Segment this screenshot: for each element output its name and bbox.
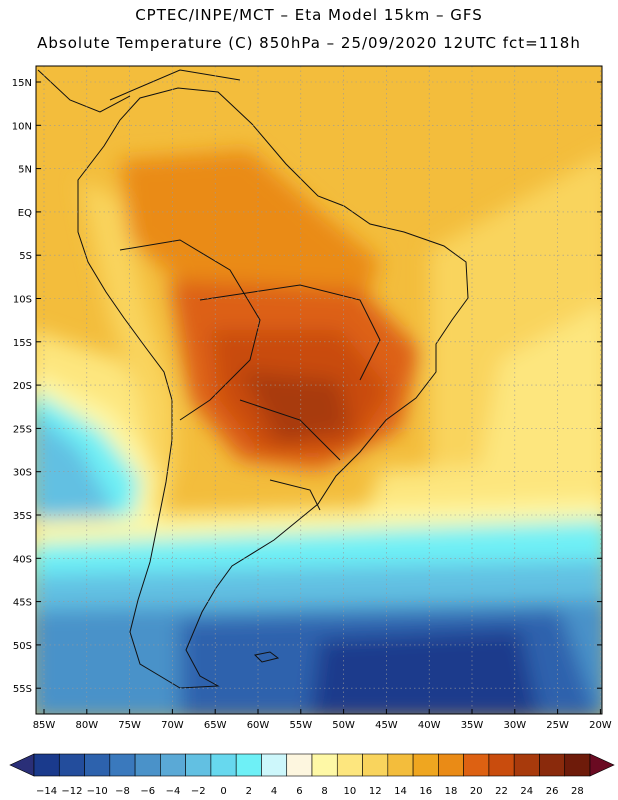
colorbar-swatch — [261, 753, 288, 777]
colorbar: −14 −12 −10 −8 −6 −4 −2 0 2 4 6 8 10 12 14 16 18 20 22 24 26… — [9, 753, 615, 797]
colorbar-swatch — [286, 753, 313, 777]
lon-label: 40W — [418, 720, 441, 731]
lat-label: 20S — [13, 381, 32, 392]
chart-title-field: Absolute Temperature (C) 850hPa – 25/09/… — [37, 34, 581, 52]
colorbar-label: −10 — [87, 786, 108, 797]
colorbar-label: 0 — [220, 786, 226, 797]
lat-label: 5N — [18, 165, 32, 176]
colorbar-label: −12 — [61, 786, 82, 797]
caribbean-coast — [109, 69, 241, 101]
axis-ticks: 15N 10N 5N EQ 5S 10S 15S 20S 25S 30S 35S 40S 45S 50S 5… — [12, 78, 612, 731]
coastlines — [37, 69, 469, 689]
central-america-outline — [37, 69, 131, 113]
colorbar-swatch — [33, 753, 60, 777]
south-america-outline — [77, 87, 469, 689]
lat-label: 55S — [13, 684, 32, 695]
field-south-neg14 — [310, 630, 539, 714]
colorbar-swatch — [160, 753, 186, 777]
colorbar-label: 10 — [344, 786, 357, 797]
colorbar-label: 24 — [520, 786, 533, 797]
colorbar-swatch — [134, 753, 161, 777]
lat-label: 35S — [13, 511, 32, 522]
lat-label: EQ — [18, 208, 32, 219]
colorbar-label: 20 — [470, 786, 483, 797]
colorbar-label: 16 — [419, 786, 432, 797]
colorbar-swatch — [84, 753, 111, 777]
lat-label: 40S — [13, 554, 32, 565]
field-east-12 — [480, 304, 602, 480]
field-core-24 — [240, 370, 350, 445]
border-paraguay — [239, 399, 341, 461]
colorbar-swatch — [513, 753, 540, 777]
field-shading — [36, 150, 602, 714]
colorbar-label: 8 — [321, 786, 327, 797]
lon-label: 35W — [461, 720, 484, 731]
border-andean — [119, 239, 261, 421]
border-uruguay — [269, 479, 321, 511]
colorbar-swatch — [362, 753, 389, 777]
lat-label: 10N — [12, 121, 32, 132]
colorbar-swatch — [387, 753, 414, 777]
field-andes-14 — [80, 180, 175, 470]
colorbar-swatch — [488, 753, 515, 777]
colorbar-swatch — [412, 753, 439, 777]
falkland-islands — [253, 651, 280, 663]
lon-label: 80W — [75, 720, 98, 731]
colorbar-label: −14 — [36, 786, 57, 797]
colorbar-label: −2 — [191, 786, 206, 797]
colorbar-label: 28 — [571, 786, 584, 797]
lon-label: 60W — [247, 720, 270, 731]
lat-label: 5S — [19, 251, 32, 262]
lat-label: 45S — [13, 598, 32, 609]
colorbar-swatch — [564, 753, 591, 777]
lat-lon-grid — [36, 66, 602, 714]
chart-title-source: CPTEC/INPE/MCT – Eta Model 15km – GFS — [135, 6, 483, 24]
lat-label: 15N — [12, 78, 32, 89]
colorbar-label: 2 — [246, 786, 252, 797]
colorbar-label: 18 — [445, 786, 458, 797]
colorbar-swatch — [185, 753, 212, 777]
lon-label: 25W — [546, 720, 569, 731]
lon-label: 50W — [332, 720, 355, 731]
colorbar-label: −8 — [115, 786, 130, 797]
colorbar-label: 12 — [369, 786, 382, 797]
colorbar-swatch — [463, 753, 490, 777]
colorbar-swatch — [109, 753, 136, 777]
colorbar-label: 6 — [296, 786, 302, 797]
map-frame — [35, 65, 603, 715]
lon-label: 45W — [375, 720, 398, 731]
lon-label: 65W — [204, 720, 227, 731]
colorbar-label: −4 — [166, 786, 181, 797]
lon-label: 55W — [289, 720, 312, 731]
colorbar-swatch — [210, 753, 237, 777]
lon-label: 75W — [118, 720, 141, 731]
colorbar-label: −6 — [140, 786, 155, 797]
colorbar-swatch — [438, 753, 464, 777]
lon-label: 30W — [503, 720, 526, 731]
lat-label: 30S — [13, 468, 32, 479]
lat-label: 50S — [13, 641, 32, 652]
lat-label: 10S — [13, 295, 32, 306]
colorbar-low-arrow — [9, 753, 35, 777]
lon-label: 20W — [589, 720, 612, 731]
colorbar-label: 4 — [271, 786, 277, 797]
colorbar-swatch — [58, 753, 85, 777]
lon-label: 85W — [33, 720, 56, 731]
colorbar-high-arrow — [589, 753, 615, 777]
map-field — [36, 66, 602, 714]
colorbar-label: 26 — [546, 786, 559, 797]
lon-label: 70W — [161, 720, 184, 731]
colorbar-swatch — [311, 753, 338, 777]
colorbar-swatch — [539, 753, 566, 777]
colorbar-swatch — [336, 753, 363, 777]
lat-label: 15S — [13, 338, 32, 349]
colorbar-label: 14 — [394, 786, 407, 797]
lat-label: 25S — [13, 424, 32, 435]
colorbar-swatch — [235, 753, 262, 777]
border-brazil-west — [199, 284, 381, 381]
colorbar-label: 22 — [495, 786, 508, 797]
